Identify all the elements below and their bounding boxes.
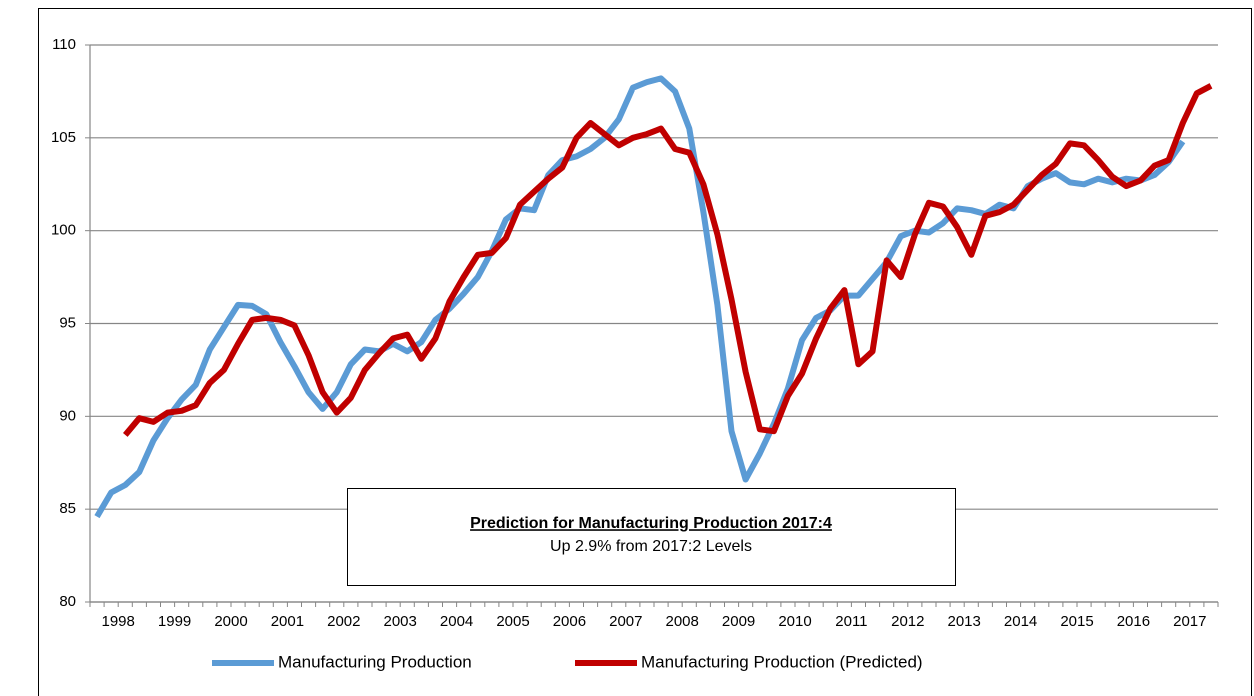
x-tick-label: 2016 [1117, 613, 1150, 630]
y-tick-label: 95 [59, 314, 76, 331]
x-tick-label: 2002 [327, 613, 360, 630]
annotation-box [347, 488, 956, 586]
legend-label: Manufacturing Production [278, 652, 472, 671]
x-tick-label: 2008 [666, 613, 699, 630]
line-series [123, 83, 1213, 437]
x-tick-label: 2001 [271, 613, 304, 630]
x-tick-label: 2005 [496, 613, 529, 630]
chart-border [38, 8, 1252, 696]
x-tick-label: 2009 [722, 613, 755, 630]
y-tick-label: 80 [59, 593, 76, 610]
x-tick-label: 2011 [835, 613, 867, 630]
x-tick-label: 2003 [384, 613, 417, 630]
y-tick-label: 100 [51, 222, 76, 239]
legend-label: Manufacturing Production (Predicted) [641, 652, 923, 671]
y-tick-label: 85 [59, 500, 76, 517]
x-tick-label: 2007 [609, 613, 642, 630]
x-tick-label: 2017 [1173, 613, 1206, 630]
x-tick-label: 2006 [553, 613, 586, 630]
x-tick-label: 2010 [778, 613, 811, 630]
y-tick-label: 110 [52, 36, 76, 53]
line-series [94, 75, 1186, 519]
x-tick-label: 2012 [891, 613, 924, 630]
x-tick-label: 2004 [440, 613, 473, 630]
y-tick-label: 105 [51, 129, 76, 146]
x-tick-label: 2000 [214, 613, 247, 630]
x-tick-label: 1998 [102, 613, 135, 630]
x-tick-label: 1999 [158, 613, 191, 630]
annotation-text: Up 2.9% from 2017:2 Levels [550, 538, 752, 555]
x-tick-label: 2014 [1004, 613, 1037, 630]
x-tick-label: 2015 [1060, 613, 1093, 630]
y-tick-label: 90 [59, 407, 76, 424]
x-tick-label: 2013 [948, 613, 981, 630]
annotation-title: Prediction for Manufacturing Production … [470, 515, 832, 532]
